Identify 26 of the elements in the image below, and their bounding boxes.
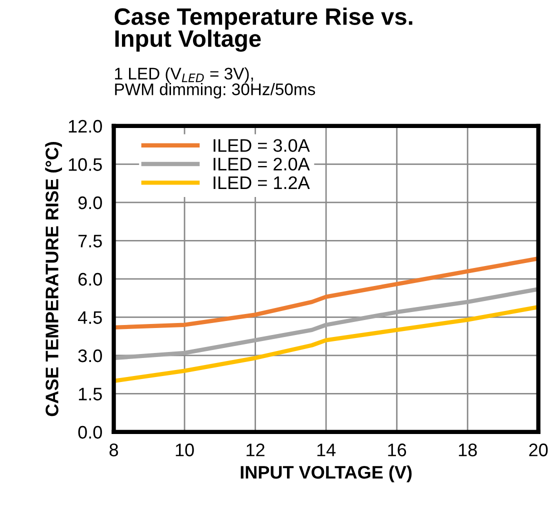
line-series (114, 256, 538, 330)
y-tick-label: 10.5 (68, 158, 102, 171)
y-tick-label: 3.0 (78, 349, 102, 362)
line-series (114, 287, 538, 360)
chart-title: Case Temperature Rise vs. Input Voltage (114, 8, 412, 52)
x-tick-label: 8 (110, 444, 118, 456)
y-tick-label: 4.5 (78, 311, 102, 324)
x-tick-label: 20 (529, 444, 548, 456)
x-tick-label: 10 (176, 444, 194, 456)
y-axis-title: CASE TEMPERATURE RISE (°C) (45, 142, 62, 416)
y-tick-label: 12.0 (68, 120, 102, 133)
line-series (114, 304, 538, 384)
legend-label: ILED = 2.0A (214, 158, 310, 171)
y-tick-label: 6.0 (78, 272, 102, 286)
y-tick-label: 7.5 (78, 234, 102, 248)
legend-label: ILED = 1.2A (214, 176, 310, 189)
y-tick-label: 0.0 (78, 426, 102, 439)
legend-label: ILED = 3.0A (214, 139, 310, 152)
chart-subtitle: 1 LED (V$_{LED}$ = 3V), PWM dimming: 30Hz/50ms (115, 67, 316, 99)
y-tick-label: 9.0 (78, 196, 102, 210)
x-tick-label: 16 (388, 444, 406, 456)
x-axis-title: INPUT VOLTAGE (V) (240, 465, 412, 482)
x-tick-label: 12 (246, 444, 264, 456)
x-tick-label: 18 (458, 444, 477, 456)
y-tick-label: 1.5 (78, 388, 102, 400)
x-tick-label: 14 (317, 444, 336, 456)
